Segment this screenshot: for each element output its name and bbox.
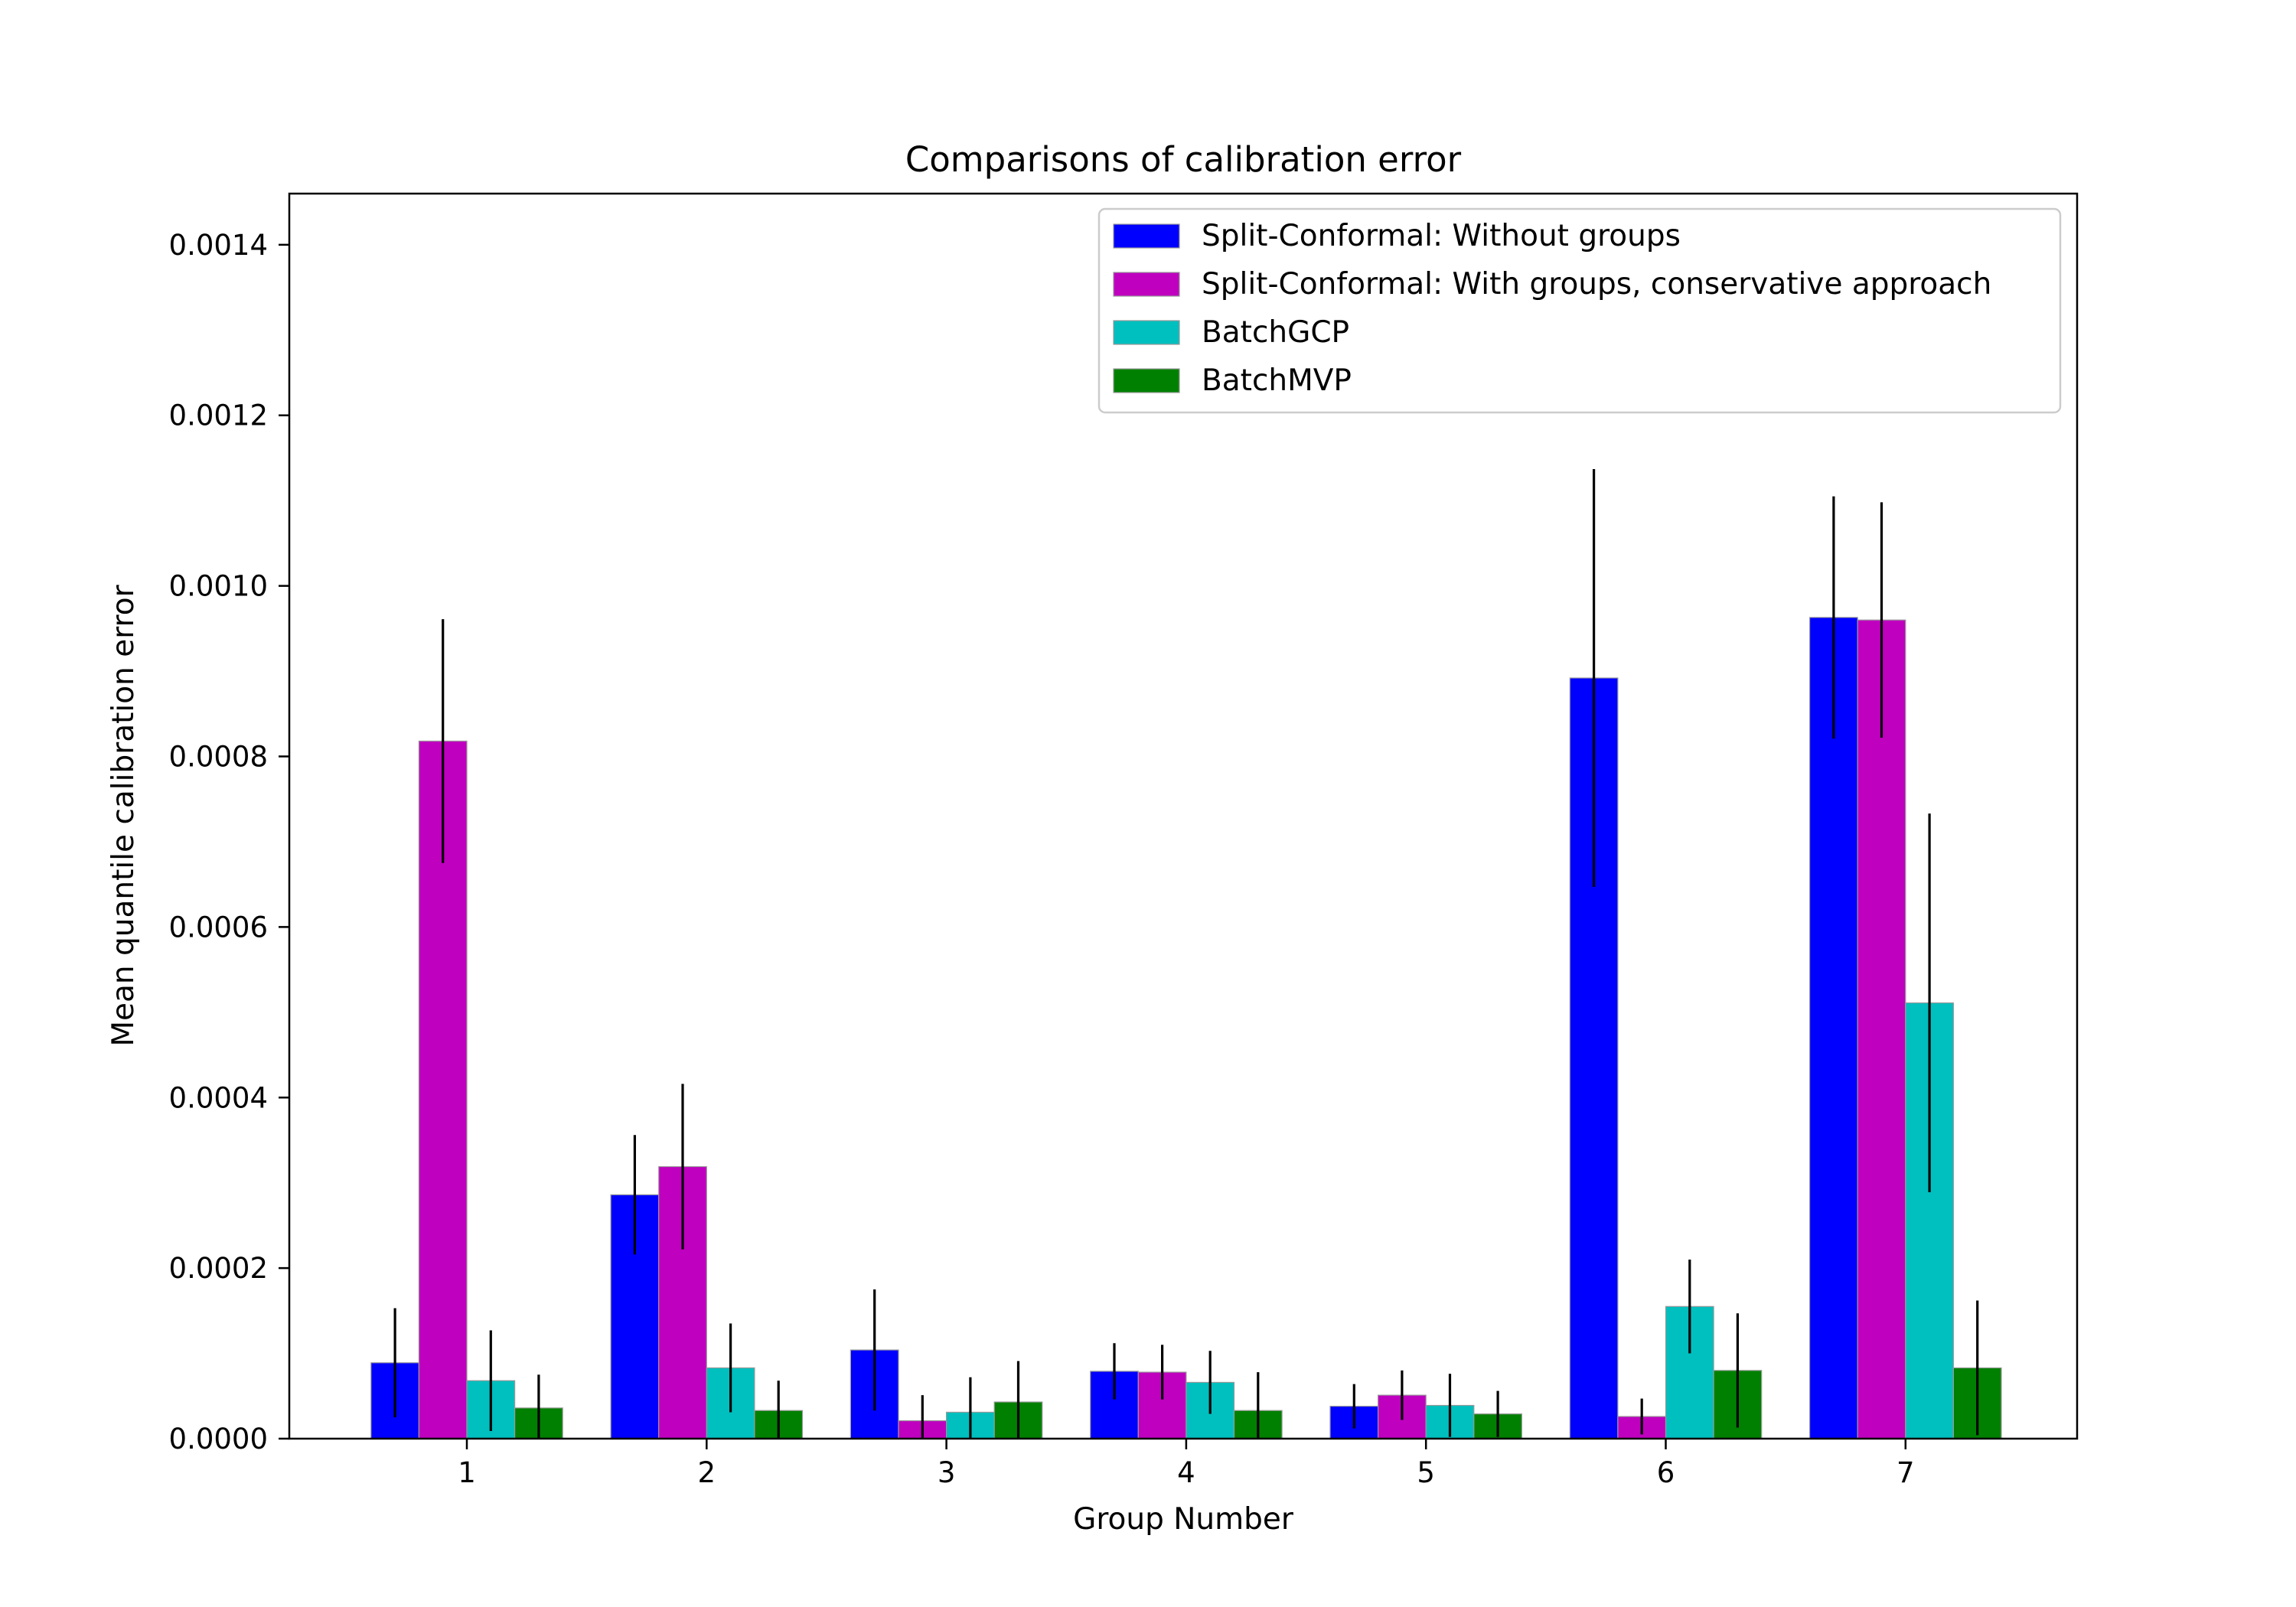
legend-frame bbox=[1097, 207, 2062, 414]
chart-title: Comparisons of calibration error bbox=[905, 139, 1462, 180]
x-tick-label: 1 bbox=[458, 1456, 476, 1489]
y-tick-label: 0.0010 bbox=[169, 570, 268, 603]
legend-swatch-s4 bbox=[1113, 368, 1180, 393]
y-axis-label: Mean quantile calibration error bbox=[106, 584, 141, 1046]
y-tick-label: 0.0008 bbox=[169, 740, 268, 773]
legend: Split-Conformal: Without groups Split-Con… bbox=[1097, 207, 2062, 414]
y-tick-label: 0.0006 bbox=[169, 911, 268, 944]
x-tick-label: 4 bbox=[1177, 1456, 1195, 1489]
error-bars-group bbox=[393, 468, 1979, 1439]
x-tick-label: 2 bbox=[698, 1456, 716, 1489]
legend-swatch-s3 bbox=[1113, 320, 1180, 345]
y-tick-label: 0.0014 bbox=[169, 229, 268, 262]
x-tick-label: 5 bbox=[1417, 1456, 1435, 1489]
y-tick-label: 0.0004 bbox=[169, 1081, 268, 1114]
legend-label-s3: BatchGCP bbox=[1202, 315, 1349, 350]
x-tick-label: 6 bbox=[1657, 1456, 1675, 1489]
y-axis: 0.0000 0.0002 0.0004 0.0006 0.0008 0.0010 0.00… bbox=[169, 229, 289, 1455]
bar-s1-g7 bbox=[1809, 617, 1858, 1439]
legend-swatch-s1 bbox=[1113, 223, 1180, 249]
y-tick-label: 0.0002 bbox=[169, 1252, 268, 1285]
x-axis-label: Group Number bbox=[1073, 1502, 1294, 1537]
y-tick-label: 0.0012 bbox=[169, 399, 268, 432]
y-tick-label: 0.0000 bbox=[169, 1423, 268, 1455]
legend-label-s4: BatchMVP bbox=[1202, 363, 1352, 398]
legend-label-s1: Split-Conformal: Without groups bbox=[1202, 219, 1681, 253]
plot-frame bbox=[288, 192, 2079, 1440]
bar-s2-g7 bbox=[1857, 619, 1906, 1439]
legend-swatch-s2 bbox=[1113, 272, 1180, 297]
x-tick-label: 3 bbox=[938, 1456, 956, 1489]
legend-label-s2: Split-Conformal: With groups, conservati… bbox=[1202, 267, 1991, 302]
x-tick-label: 7 bbox=[1896, 1456, 1915, 1489]
x-axis: 1 2 3 4 5 6 7 bbox=[458, 1439, 1915, 1489]
